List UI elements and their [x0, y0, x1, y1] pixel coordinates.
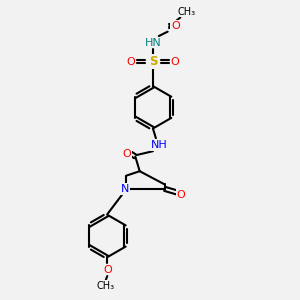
Text: S: S: [149, 55, 157, 68]
Text: O: O: [176, 190, 185, 200]
Text: O: O: [123, 148, 131, 158]
Text: O: O: [171, 21, 180, 31]
Text: CH₃: CH₃: [178, 7, 196, 16]
Text: N: N: [121, 184, 129, 194]
Text: HN: HN: [145, 38, 161, 47]
Text: NH: NH: [151, 140, 167, 150]
Text: O: O: [127, 57, 135, 67]
Text: CH₃: CH₃: [97, 281, 115, 291]
Text: O: O: [103, 265, 112, 275]
Text: O: O: [171, 57, 179, 67]
